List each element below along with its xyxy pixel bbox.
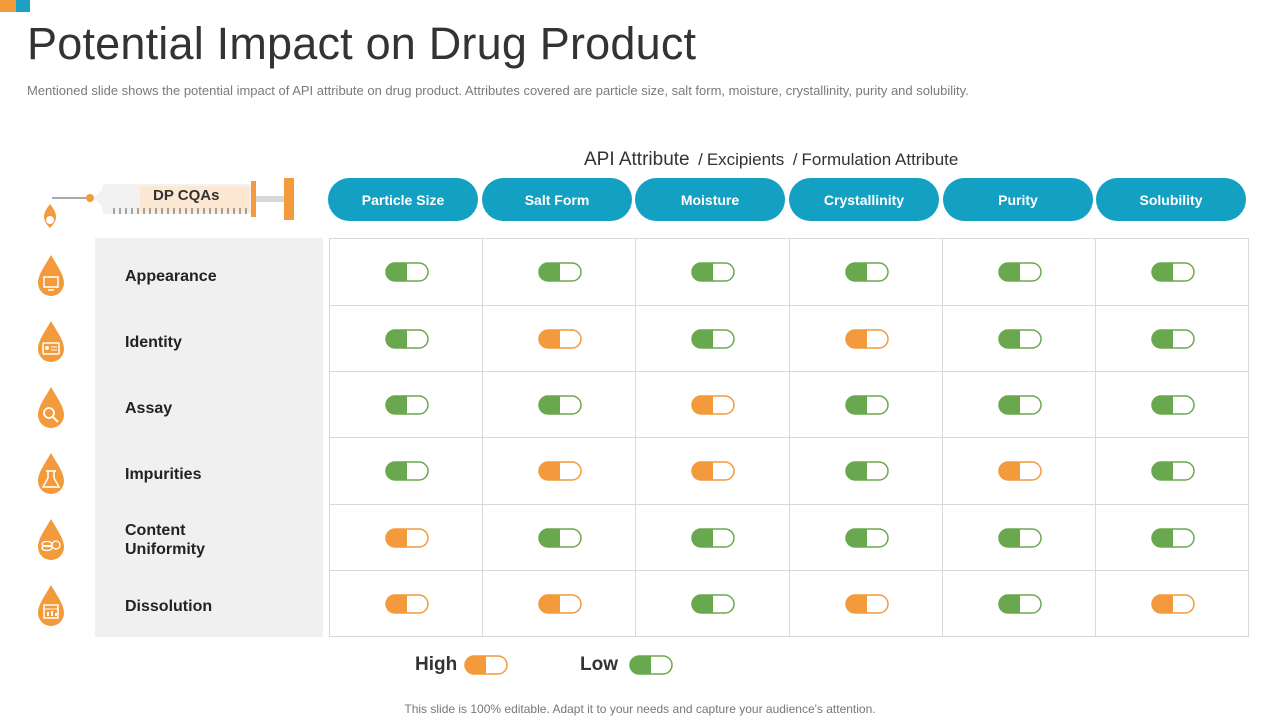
low-impact-pill-icon — [844, 528, 889, 548]
low-impact-pill-icon — [384, 395, 429, 415]
high-impact-pill-icon — [384, 528, 429, 548]
row-label-dissolution: Dissolution — [125, 598, 213, 615]
low-impact-pill-icon — [997, 329, 1042, 349]
low-impact-pill-icon — [997, 528, 1042, 548]
header-formulation: Formulation Attribute — [801, 150, 959, 169]
low-impact-pill-icon — [1150, 461, 1195, 481]
magnifier-icon — [38, 387, 64, 428]
syringe-label: DP CQAs — [153, 187, 220, 204]
low-impact-pill-icon — [384, 461, 429, 481]
corner-accent-orange — [0, 0, 16, 12]
header-separator: / — [792, 150, 798, 169]
low-impact-pill-icon — [690, 528, 735, 548]
low-impact-pill-icon — [997, 395, 1042, 415]
column-header-particle-size: Particle Size — [328, 178, 478, 221]
row-label-appearance: Appearance — [125, 268, 217, 285]
monitor-icon — [38, 255, 64, 296]
legend-high-pill-icon — [464, 655, 508, 675]
grid-line — [329, 305, 1249, 306]
low-impact-pill-icon — [537, 395, 582, 415]
grid-line — [329, 371, 1249, 372]
id-card-icon — [38, 321, 64, 362]
chart-icon — [38, 585, 64, 626]
grid-line — [329, 238, 1249, 239]
low-impact-pill-icon — [1150, 329, 1195, 349]
coins-icon — [38, 519, 64, 560]
low-impact-pill-icon — [997, 262, 1042, 282]
row-label-impurities: Impurities — [125, 466, 202, 483]
low-impact-pill-icon — [384, 262, 429, 282]
low-impact-pill-icon — [844, 461, 889, 481]
high-impact-pill-icon — [384, 594, 429, 614]
high-impact-pill-icon — [690, 461, 735, 481]
header-api-attribute: API Attribute — [584, 149, 690, 170]
footer-note: This slide is 100% editable. Adapt it to… — [404, 702, 876, 716]
impact-grid — [329, 238, 1249, 637]
attribute-header: API Attribute / Excipients / Formulation A… — [584, 149, 958, 171]
row-label-content-uniformity: Content Uniformity — [125, 521, 205, 559]
legend-low-label: Low — [580, 654, 618, 675]
high-impact-pill-icon — [690, 395, 735, 415]
low-impact-pill-icon — [537, 262, 582, 282]
low-impact-pill-icon — [1150, 395, 1195, 415]
high-impact-pill-icon — [537, 594, 582, 614]
high-impact-pill-icon — [844, 594, 889, 614]
low-impact-pill-icon — [1150, 262, 1195, 282]
column-header-crystallinity: Crystallinity — [789, 178, 939, 221]
high-impact-pill-icon — [844, 329, 889, 349]
low-impact-pill-icon — [384, 329, 429, 349]
low-impact-pill-icon — [690, 329, 735, 349]
column-header-purity: Purity — [943, 178, 1093, 221]
high-impact-pill-icon — [537, 461, 582, 481]
grid-line — [329, 437, 1249, 438]
header-separator: / — [698, 150, 703, 169]
column-header-solubility: Solubility — [1096, 178, 1246, 221]
low-impact-pill-icon — [537, 528, 582, 548]
row-label-line: Content — [125, 522, 186, 539]
high-impact-pill-icon — [997, 461, 1042, 481]
page-title: Potential Impact on Drug Product — [27, 18, 697, 69]
corner-accent-blue — [16, 0, 30, 12]
column-header-moisture: Moisture — [635, 178, 785, 221]
grid-line — [329, 504, 1249, 505]
low-impact-pill-icon — [690, 262, 735, 282]
grid-line — [329, 570, 1249, 571]
row-label-panel — [95, 238, 323, 637]
legend-low-pill-icon — [629, 655, 673, 675]
low-impact-pill-icon — [997, 594, 1042, 614]
legend-high-label: High — [415, 654, 458, 675]
row-label-assay: Assay — [125, 400, 173, 417]
low-impact-pill-icon — [1150, 528, 1195, 548]
low-impact-pill-icon — [844, 262, 889, 282]
high-impact-pill-icon — [1150, 594, 1195, 614]
row-label-line: Uniformity — [125, 541, 205, 558]
low-impact-pill-icon — [690, 594, 735, 614]
low-impact-pill-icon — [844, 395, 889, 415]
header-excipients: Excipients — [706, 150, 785, 169]
grid-line — [329, 636, 1249, 637]
high-impact-pill-icon — [537, 329, 582, 349]
syringe-icon — [44, 178, 294, 228]
column-header-salt-form: Salt Form — [482, 178, 632, 221]
flask-icon — [38, 453, 64, 494]
page-subtitle: Mentioned slide shows the potential impa… — [27, 83, 969, 98]
row-label-identity: Identity — [125, 334, 182, 351]
